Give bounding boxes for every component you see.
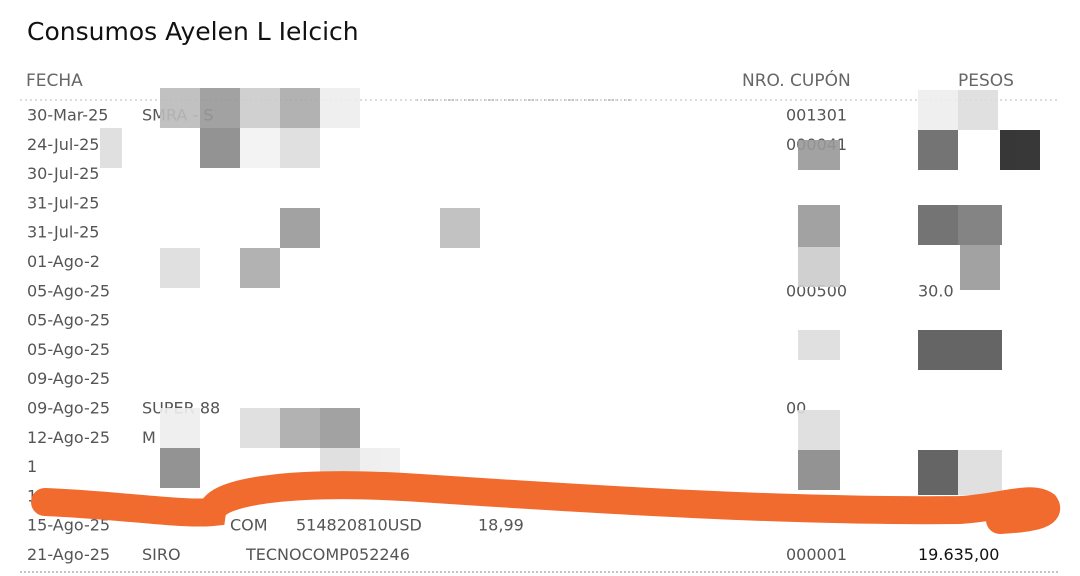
- cell-date: 09-Ago-25: [27, 369, 110, 388]
- cell-reference: TECNOCOMP052246: [245, 545, 410, 564]
- cell-date: 31-Jul-25: [27, 193, 99, 212]
- cell-date: 05-Ago-25: [27, 311, 110, 330]
- column-header: FECHA: [26, 71, 83, 91]
- column-header: NRO. CUPÓN: [742, 69, 851, 91]
- cell-origin: 18,99: [478, 516, 524, 535]
- cell-date: 12-Ago-25: [27, 428, 110, 447]
- cell-date: 24-Jul-25: [27, 135, 99, 154]
- cell-date: 30-Jul-25: [27, 164, 99, 183]
- cell-date: 01-Ago-2: [27, 252, 100, 271]
- title: Consumos Ayelen L Ielcich: [27, 17, 359, 46]
- cell-reference: 514820810USD: [296, 516, 422, 535]
- scribble: [31, 471, 1060, 534]
- cell-date: 30-Mar-25: [27, 106, 108, 125]
- cell-coupon: 000001: [786, 545, 847, 564]
- cell-date: 31-Jul-25: [27, 223, 99, 242]
- cell-amount: 30.0: [918, 281, 954, 300]
- cell-date: 05-Ago-25: [27, 340, 110, 359]
- cell-date: 21-Ago-25: [27, 545, 110, 564]
- cell-date: 09-Ago-25: [27, 399, 110, 418]
- column-header: PESOS: [958, 71, 1014, 91]
- cell-amount: 19.635,00: [918, 545, 999, 564]
- cell-description: M: [142, 428, 156, 447]
- redaction: [100, 88, 1040, 495]
- cell-date: 15-Ago-25: [27, 516, 110, 535]
- cell-date: 05-Ago-25: [27, 281, 110, 300]
- cell-date: 1: [27, 457, 37, 476]
- cell-description: SIRO: [142, 545, 181, 564]
- cell-coupon: 001301: [786, 106, 847, 125]
- cell-description: COM: [230, 516, 268, 535]
- rows: 30-Mar-25SMRA - S00130124-Jul-2500004130…: [27, 106, 999, 565]
